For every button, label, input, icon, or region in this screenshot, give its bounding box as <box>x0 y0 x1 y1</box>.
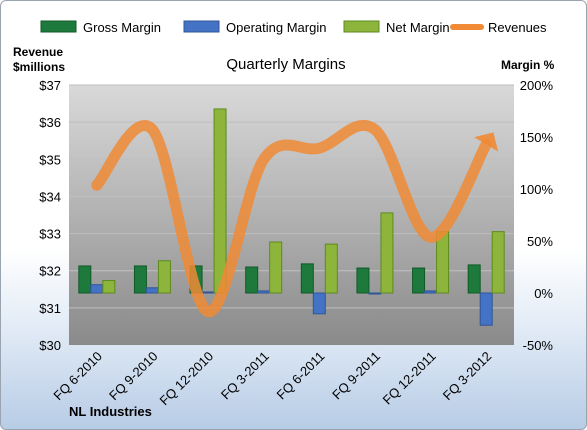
left-tick-label: $34 <box>39 189 61 204</box>
bar-gross-margin-fq-3-2011 <box>245 266 259 294</box>
right-tick-label: 200% <box>520 78 554 93</box>
left-tick-label: $32 <box>39 264 61 279</box>
revenue-line-path <box>91 119 492 318</box>
x-tick-label: FQ 6-2010 <box>50 349 105 404</box>
x-tick-label: FQ 12-2011 <box>380 349 439 408</box>
revenue-line <box>91 119 499 318</box>
bar-net-margin-fq-3-2011 <box>269 241 283 294</box>
left-axis: $30 $31 $32 $33 $34 $35 $36 $37 <box>39 78 61 353</box>
bar-gross-margin-fq-9-2010 <box>133 265 147 294</box>
left-tick-label: $33 <box>39 227 61 242</box>
legend-swatch-gross-margin <box>40 20 77 33</box>
bar-net-margin-fq-9-2011 <box>380 212 394 294</box>
bar-net-margin-fq-12-2010 <box>213 108 227 294</box>
bar-gross-margin-fq-6-2011 <box>300 263 314 294</box>
right-tick-label: 100% <box>520 182 554 197</box>
left-tick-label: $37 <box>39 78 61 93</box>
bar-gross-margin-fq-9-2011 <box>356 267 370 294</box>
right-tick-label: 50% <box>527 234 553 249</box>
legend-label-gross-margin: Gross Margin <box>83 20 161 35</box>
legend: Gross Margin Operating Margin Net Margin Re… <box>40 20 547 35</box>
right-axis: -50% 0% 50% 100% 150% 200% <box>520 78 554 353</box>
bars <box>78 108 505 326</box>
legend-swatch-net-margin <box>343 20 380 33</box>
bar-operating-margin-fq-9-2010 <box>145 287 159 294</box>
x-tick-label: FQ 9-2011 <box>329 349 383 403</box>
revenue-arrow-head <box>474 132 499 152</box>
x-tick-label: FQ 12-2010 <box>157 349 217 409</box>
left-tick-label: $35 <box>39 152 61 167</box>
left-tick-label: $30 <box>39 338 61 353</box>
bar-gross-margin-fq-12-2011 <box>412 267 426 294</box>
chart-title: Quarterly Margins <box>226 56 345 73</box>
bar-operating-margin-fq-6-2010 <box>90 284 104 294</box>
bar-net-margin-fq-9-2010 <box>157 260 171 294</box>
bar-net-margin-fq-6-2010 <box>102 280 116 294</box>
right-axis-title: Margin % <box>501 58 555 72</box>
x-tick-label: FQ 3-2012 <box>440 349 495 404</box>
bar-net-margin-fq-6-2011 <box>324 243 338 294</box>
bar-operating-margin-fq-12-2010 <box>201 291 215 294</box>
bar-operating-margin-fq-12-2011 <box>424 290 438 294</box>
legend-label-net-margin: Net Margin <box>386 20 450 35</box>
left-axis-title-line2: $millions <box>13 60 65 74</box>
company-name: NL Industries <box>69 404 152 419</box>
bar-operating-margin-fq-9-2011 <box>368 292 382 295</box>
x-tick-label: FQ 6-2011 <box>274 349 328 403</box>
bar-operating-margin-fq-3-2011 <box>257 290 271 294</box>
legend-swatch-operating-margin <box>183 20 220 33</box>
x-tick-label: FQ 9-2010 <box>106 349 161 404</box>
bar-net-margin-fq-3-2012 <box>491 231 505 294</box>
bar-gross-margin-fq-6-2010 <box>78 265 92 294</box>
right-tick-label: -50% <box>523 338 554 353</box>
legend-label-revenues: Revenues <box>488 20 547 35</box>
right-tick-label: 150% <box>520 130 554 145</box>
bar-gross-margin-fq-3-2012 <box>467 264 481 294</box>
right-tick-label: 0% <box>534 286 553 301</box>
bar-net-margin-fq-12-2011 <box>436 231 450 294</box>
bar-operating-margin-fq-3-2012 <box>479 292 493 326</box>
x-tick-label: FQ 3-2011 <box>218 349 272 403</box>
legend-label-operating-margin: Operating Margin <box>226 20 326 35</box>
left-tick-label: $36 <box>39 115 61 130</box>
left-tick-label: $31 <box>39 301 61 316</box>
bar-operating-margin-fq-6-2011 <box>312 292 326 315</box>
left-axis-title-line1: Revenue <box>13 45 63 59</box>
